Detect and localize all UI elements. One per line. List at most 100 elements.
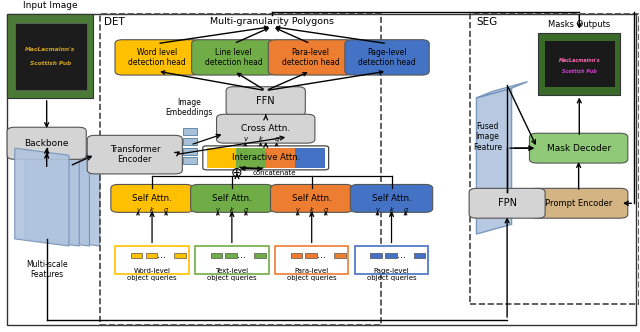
Text: Input Image: Input Image <box>23 1 77 10</box>
Bar <box>334 253 346 258</box>
Bar <box>545 41 615 87</box>
Bar <box>385 253 397 258</box>
Text: q: q <box>324 207 328 213</box>
Text: Scottish Pub: Scottish Pub <box>29 61 71 66</box>
Bar <box>207 148 236 168</box>
Bar <box>291 253 302 258</box>
Text: Mask Decoder: Mask Decoder <box>547 144 611 153</box>
Text: ...: ... <box>237 250 246 260</box>
Text: k: k <box>310 207 314 213</box>
Text: Transformer
Encoder: Transformer Encoder <box>109 145 160 164</box>
FancyBboxPatch shape <box>111 185 193 212</box>
Text: q: q <box>164 207 168 213</box>
Text: v: v <box>376 207 380 213</box>
Text: Fused
Image
Feature: Fused Image Feature <box>473 122 502 152</box>
Text: SEG: SEG <box>476 17 498 27</box>
FancyBboxPatch shape <box>115 40 199 75</box>
Text: v: v <box>216 207 220 213</box>
Polygon shape <box>476 88 511 234</box>
Bar <box>183 138 197 145</box>
Text: Text-level
object queries: Text-level object queries <box>207 268 257 281</box>
Bar <box>7 14 93 98</box>
FancyBboxPatch shape <box>529 133 628 163</box>
FancyBboxPatch shape <box>87 135 182 174</box>
Text: Interactive Attn.: Interactive Attn. <box>232 153 300 162</box>
Text: Multi-granularity Polygons: Multi-granularity Polygons <box>210 17 334 26</box>
Text: v: v <box>296 207 300 213</box>
Text: Self Attn.: Self Attn. <box>212 194 252 203</box>
Polygon shape <box>25 148 79 246</box>
FancyBboxPatch shape <box>271 185 353 212</box>
Bar <box>131 253 143 258</box>
Text: v: v <box>136 207 140 213</box>
Bar <box>236 148 266 168</box>
Text: Para-level
object queries: Para-level object queries <box>287 268 337 281</box>
Bar <box>174 253 186 258</box>
Text: DET: DET <box>104 17 125 27</box>
Bar <box>100 14 381 325</box>
Polygon shape <box>476 82 527 98</box>
Bar <box>295 148 324 168</box>
Text: Line level
detection head: Line level detection head <box>205 48 262 67</box>
Text: k: k <box>150 207 154 213</box>
Bar <box>15 23 87 90</box>
Bar <box>275 246 348 274</box>
Text: Image
Embeddings: Image Embeddings <box>165 98 212 117</box>
Bar <box>538 33 620 95</box>
FancyBboxPatch shape <box>191 185 273 212</box>
Text: ...: ... <box>317 250 326 260</box>
Text: MacLacmainn's: MacLacmainn's <box>559 58 600 63</box>
FancyBboxPatch shape <box>345 40 429 75</box>
Text: concatenate: concatenate <box>253 170 296 176</box>
Text: MacLacmainn's: MacLacmainn's <box>25 47 76 52</box>
FancyBboxPatch shape <box>216 114 315 143</box>
Bar <box>266 148 295 168</box>
Text: k: k <box>230 207 234 213</box>
Text: q: q <box>403 207 408 213</box>
Text: ...: ... <box>397 250 406 260</box>
Text: Page-level
object queries: Page-level object queries <box>367 268 417 281</box>
Bar <box>225 253 237 258</box>
Text: Scottish Pub: Scottish Pub <box>562 69 596 74</box>
Text: Self Attn.: Self Attn. <box>132 194 172 203</box>
Bar <box>195 246 269 274</box>
FancyBboxPatch shape <box>350 185 433 212</box>
Bar <box>211 253 222 258</box>
FancyBboxPatch shape <box>529 188 628 218</box>
Text: Masks Outputs: Masks Outputs <box>547 21 610 30</box>
Bar <box>355 246 428 274</box>
FancyBboxPatch shape <box>7 127 86 159</box>
Polygon shape <box>45 148 100 246</box>
Text: k: k <box>259 136 262 142</box>
Polygon shape <box>35 148 90 246</box>
Text: Page-level
detection head: Page-level detection head <box>358 48 416 67</box>
Bar <box>371 253 382 258</box>
Bar <box>183 128 197 135</box>
Text: Backbone: Backbone <box>24 139 69 148</box>
Text: q: q <box>275 136 279 142</box>
Text: Self Attn.: Self Attn. <box>372 194 412 203</box>
Bar <box>146 253 157 258</box>
Bar <box>183 157 197 164</box>
Polygon shape <box>15 148 69 246</box>
FancyBboxPatch shape <box>191 40 276 75</box>
Text: Word-level
object queries: Word-level object queries <box>127 268 177 281</box>
Text: v: v <box>243 136 247 142</box>
Text: Cross Attn.: Cross Attn. <box>241 124 291 133</box>
Text: FPN: FPN <box>498 198 516 208</box>
Text: Prompt Encoder: Prompt Encoder <box>545 199 612 208</box>
FancyBboxPatch shape <box>226 87 305 116</box>
Bar <box>254 253 266 258</box>
Text: FFN: FFN <box>257 96 275 106</box>
Text: Multi-scale
Features: Multi-scale Features <box>26 260 67 280</box>
Text: q: q <box>244 207 248 213</box>
Bar <box>115 246 189 274</box>
Text: k: k <box>390 207 394 213</box>
Text: ⊕: ⊕ <box>231 166 243 180</box>
Bar <box>183 147 197 155</box>
Text: ...: ... <box>157 250 166 260</box>
Bar <box>305 253 317 258</box>
Bar <box>470 14 639 304</box>
FancyBboxPatch shape <box>268 40 353 75</box>
Text: Para-level
detection head: Para-level detection head <box>282 48 339 67</box>
